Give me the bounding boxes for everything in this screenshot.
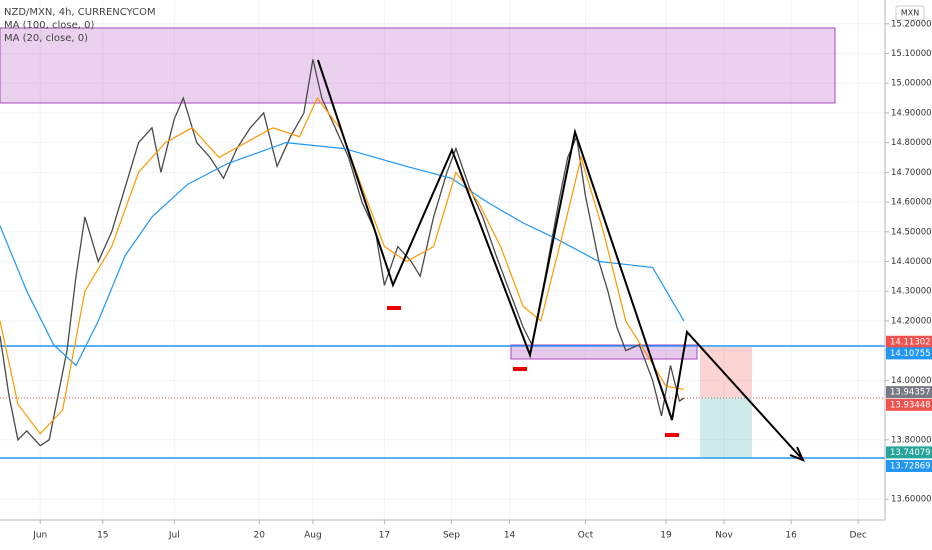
x-tick-label: 17	[379, 531, 390, 541]
legend-entry: MA (100, close, 0)	[4, 20, 94, 31]
price-label: 14.10755	[890, 349, 931, 359]
legend: NZD/MXN, 4h, CURRENCYCOM MA (100, close, …	[4, 7, 156, 44]
legend-entry: NZD/MXN, 4h, CURRENCYCOM	[4, 7, 156, 18]
price-label: 13.72869	[890, 461, 931, 471]
price-label-box	[886, 459, 932, 472]
price-label: 13.94357	[890, 388, 931, 398]
y-tick-label: 15.00000	[891, 79, 932, 89]
y-tick-label: 15.10000	[891, 49, 932, 59]
x-tick-label: Aug	[304, 531, 322, 541]
y-tick-label: 13.80000	[891, 435, 932, 445]
y-tick-label: 14.50000	[891, 227, 932, 237]
demand-zone	[510, 344, 698, 360]
x-tick-label: 20	[254, 531, 266, 541]
x-tick-label: Sep	[443, 531, 460, 541]
x-tick-label: 16	[785, 531, 797, 541]
price-label: 14.11302	[890, 337, 931, 347]
currency-box	[895, 5, 925, 21]
price-label-box	[886, 398, 932, 411]
x-tick-label: 19	[660, 531, 672, 541]
y-tick-label: 14.20000	[891, 316, 932, 326]
price-label-box	[886, 347, 932, 360]
y-tick-label: 14.90000	[891, 108, 932, 118]
y-tick-label: 14.70000	[891, 168, 932, 178]
y-tick-label: 13.60000	[891, 495, 932, 505]
y-tick-label: 14.60000	[891, 198, 932, 208]
currency: MXN	[901, 9, 919, 18]
x-tick-label: 14	[504, 531, 516, 541]
price-label: 13.74079	[890, 448, 931, 458]
price-label-box	[886, 386, 932, 399]
price-label-box	[886, 446, 932, 459]
marker	[665, 433, 679, 437]
legend-entry: MA (20, close, 0)	[4, 33, 88, 44]
price-label: 13.93448	[890, 400, 931, 410]
marker	[513, 367, 527, 371]
x-tick-label: 15	[97, 531, 108, 541]
price-label-box	[886, 335, 932, 348]
y-tick-label: 15.20000	[891, 19, 932, 29]
target-zone	[700, 397, 752, 457]
y-tick-label: 14.00000	[891, 376, 932, 386]
arrow-head	[789, 446, 805, 462]
series-line	[0, 96, 684, 435]
x-tick-label: Jul	[168, 531, 180, 541]
x-tick-label: Dec	[849, 531, 866, 541]
x-tick-label: Jun	[32, 531, 47, 541]
y-tick-label: 14.40000	[891, 257, 932, 267]
supply-zone	[0, 27, 836, 104]
x-tick-label: Nov	[715, 531, 733, 541]
marker	[387, 306, 401, 310]
y-tick-label: 14.80000	[891, 138, 932, 148]
zigzag-drawing	[317, 59, 804, 461]
x-tick-label: Oct	[578, 531, 594, 541]
y-tick-label: 14.30000	[891, 287, 932, 297]
series-line	[0, 59, 685, 447]
